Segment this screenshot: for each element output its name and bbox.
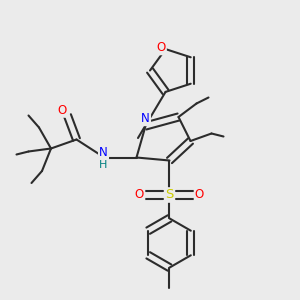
Text: H: H [99, 160, 108, 170]
Text: O: O [57, 103, 66, 117]
Text: S: S [165, 188, 174, 202]
Text: N: N [99, 146, 108, 159]
Text: O: O [135, 188, 144, 202]
Text: O: O [156, 41, 166, 54]
Text: N: N [141, 112, 150, 125]
Text: O: O [195, 188, 204, 202]
